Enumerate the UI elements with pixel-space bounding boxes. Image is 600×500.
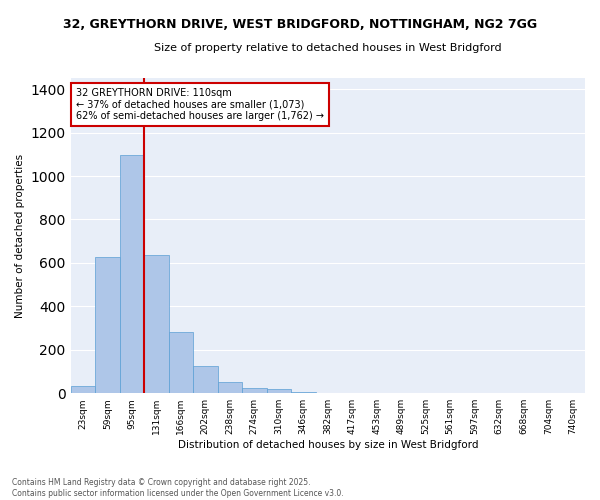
Text: 32 GREYTHORN DRIVE: 110sqm
← 37% of detached houses are smaller (1,073)
62% of s: 32 GREYTHORN DRIVE: 110sqm ← 37% of deta… — [76, 88, 323, 121]
Bar — [291, 392, 316, 393]
Bar — [71, 386, 95, 393]
Bar — [193, 366, 218, 393]
Bar — [266, 389, 291, 393]
Y-axis label: Number of detached properties: Number of detached properties — [15, 154, 25, 318]
Bar — [169, 332, 193, 393]
X-axis label: Distribution of detached houses by size in West Bridgford: Distribution of detached houses by size … — [178, 440, 478, 450]
Title: Size of property relative to detached houses in West Bridgford: Size of property relative to detached ho… — [154, 42, 502, 52]
Bar — [144, 256, 169, 393]
Text: Contains HM Land Registry data © Crown copyright and database right 2025.
Contai: Contains HM Land Registry data © Crown c… — [12, 478, 344, 498]
Bar — [242, 388, 266, 393]
Bar — [95, 258, 119, 393]
Bar — [218, 382, 242, 393]
Text: 32, GREYTHORN DRIVE, WEST BRIDGFORD, NOTTINGHAM, NG2 7GG: 32, GREYTHORN DRIVE, WEST BRIDGFORD, NOT… — [63, 18, 537, 30]
Bar — [119, 156, 144, 393]
